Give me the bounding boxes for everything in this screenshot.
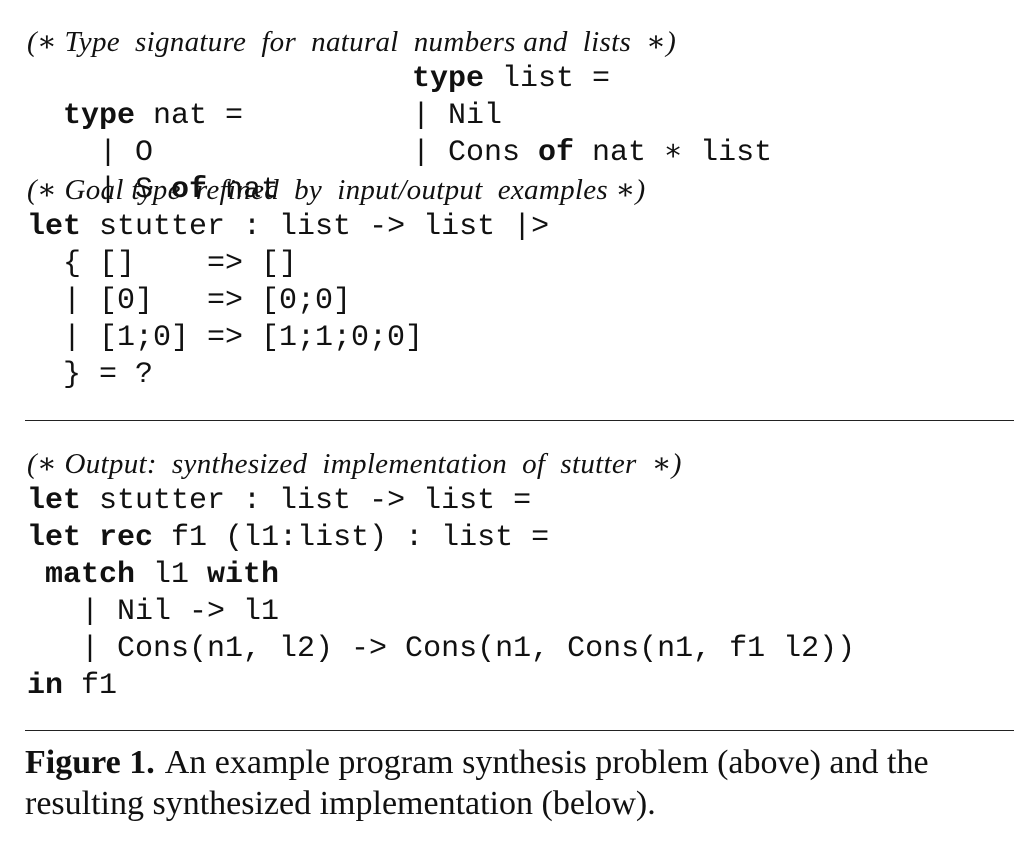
keyword-type: type: [412, 62, 485, 96]
output-line3-pre: [27, 558, 45, 592]
comment-type-signature: (∗ Type signature for natural numbers an…: [27, 26, 677, 58]
example-line: | [1;0] => [1;1;0;0]: [27, 321, 424, 355]
keyword-let: let: [27, 210, 82, 244]
list-case-cons-post: nat ∗ list: [574, 136, 773, 170]
keyword-of: of: [171, 173, 208, 207]
list-decl: type list =: [412, 61, 610, 98]
figure-label: Figure 1.: [25, 744, 155, 781]
output-line3-mid: l1: [135, 558, 208, 592]
keyword-rec: rec: [99, 521, 154, 555]
keyword-let: let: [27, 521, 82, 555]
list-decl-rest: list =: [484, 62, 611, 96]
keyword-let: let: [27, 484, 82, 518]
figure-caption: Figure 1. An example program synthesis pr…: [25, 742, 1015, 824]
list-case-cons: | Cons of nat ∗ list: [412, 135, 772, 172]
code-line-output-6: in f1: [27, 668, 117, 705]
nat-case-s-post: nat: [207, 173, 280, 207]
keyword-type: type: [63, 99, 136, 133]
keyword-with: with: [207, 558, 280, 592]
code-line-goal: let stutter : list -> list |>: [27, 209, 549, 246]
code-line-output-2: let rec f1 (l1:list) : list =: [27, 520, 549, 557]
code-line-output-3: match l1 with: [27, 557, 279, 594]
keyword-match: match: [45, 558, 136, 592]
code-line-output-5: | Cons(n1, l2) -> Cons(n1, Cons(n1, f1 l…: [27, 632, 856, 666]
output-line2-rest: f1 (l1:list) : list =: [153, 521, 550, 555]
example-line: | [0] => [0;0]: [27, 284, 352, 318]
code-line-output-4: | Nil -> l1: [27, 595, 280, 629]
nat-case-o: | O: [63, 136, 154, 170]
caption-divider: [25, 730, 1014, 731]
output-line6-rest: f1: [63, 669, 118, 703]
caption-text: An example program synthesis problem (ab…: [25, 744, 929, 822]
list-case-nil: | Nil: [412, 99, 503, 133]
nat-case-s-pre: | S: [63, 173, 172, 207]
example-line: } = ?: [27, 358, 154, 392]
comment-output: (∗ Output: synthesized implementation of…: [27, 448, 682, 480]
code-line-output-1: let stutter : list -> list =: [27, 483, 531, 520]
list-case-cons-pre: | Cons: [412, 136, 539, 170]
section-divider: [25, 420, 1014, 421]
code-line-cases-1: | O | Nil: [27, 98, 502, 170]
example-line: { [] => []: [27, 247, 298, 281]
output-line1-rest: stutter : list -> list =: [81, 484, 532, 518]
keyword-of: of: [538, 136, 575, 170]
keyword-in: in: [27, 669, 64, 703]
code-line-cases-2: | S of nat | Cons of nat ∗ list: [27, 135, 772, 207]
nat-decl-rest: nat =: [135, 99, 244, 133]
goal-line-rest: stutter : list -> list |>: [81, 210, 550, 244]
code-line-type-decls: type nat = type list =: [27, 61, 610, 133]
comment-goal-type: (∗ Goal type refined by input/output exa…: [27, 174, 646, 206]
